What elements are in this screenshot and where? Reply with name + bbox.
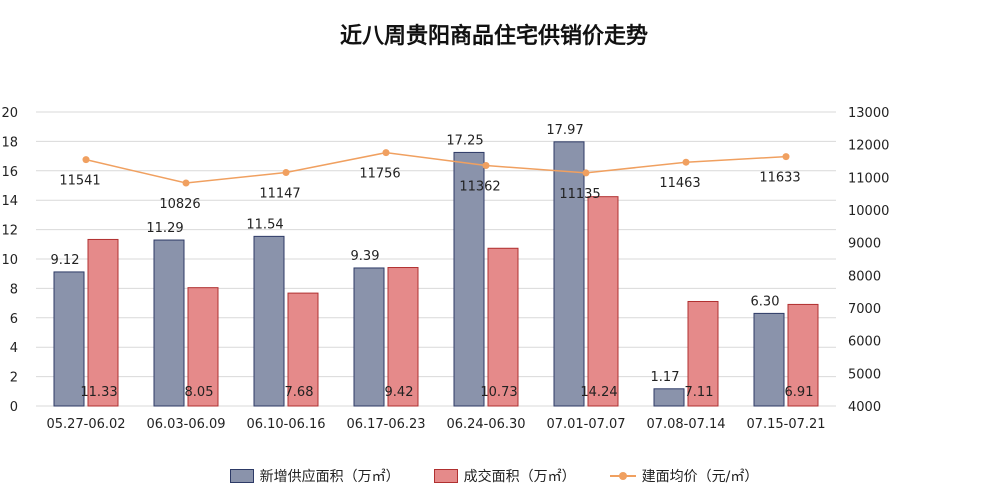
y-left-tick-label: 20 [1,106,18,121]
x-tick-label: 06.10-06.16 [246,417,325,432]
data-label-price: 11147 [259,187,300,202]
bar-supply [253,235,285,407]
legend-label: 新增供应面积（万㎡） [259,469,400,485]
data-label-sales: 14.24 [580,385,617,400]
chart-title: 近八周贵阳商品住宅供销价走势 [339,24,648,49]
bar-sales [687,300,719,407]
y-right-tick-label: 13000 [848,106,889,121]
bar-sales [787,303,819,407]
point-price [82,156,90,164]
bar-sales [187,287,219,407]
data-label-price: 10826 [159,197,200,212]
data-label-price: 11362 [459,180,500,195]
point-price [782,153,790,161]
chart-legend: 新增供应面积（万㎡） 成交面积（万㎡） 建面均价（元/㎡） [0,466,988,486]
y-left-tick-label: 8 [10,282,18,297]
point-price [582,169,590,177]
bar-sales [87,238,119,407]
data-label-supply: 1.17 [651,370,680,385]
data-label-sales: 9.42 [385,385,414,400]
data-label-sales: 6.91 [785,385,814,400]
y-right-tick-label: 7000 [848,302,881,317]
legend-item: 成交面积（万㎡） [433,466,576,486]
y-left-tick-label: 10 [1,253,18,268]
bar-sales [287,292,319,407]
bar-supply [653,388,685,407]
bar-supply [453,151,485,407]
x-tick-label: 06.24-06.30 [446,417,525,432]
point-price [482,162,490,170]
legend-swatch [433,469,458,483]
x-tick-label: 07.15-07.21 [746,417,825,432]
y-left-tick-label: 6 [10,312,18,327]
y-left-tick-label: 2 [10,371,18,386]
bar-supply [553,141,585,407]
data-label-sales: 7.68 [285,385,314,400]
x-tick-label: 07.08-07.14 [646,417,725,432]
data-label-supply: 6.30 [751,294,780,309]
y-right-tick-label: 5000 [848,367,881,382]
legend-item: 建面均价（元/㎡） [609,466,759,486]
data-label-sales: 7.11 [685,385,714,400]
bar-supply [353,267,385,407]
data-label-sales: 10.73 [480,385,517,400]
data-label-price: 11463 [659,176,700,191]
point-price [282,169,290,177]
y-right-tick-label: 6000 [848,335,881,350]
y-right-tick-label: 9000 [848,237,881,252]
bar-sales [587,196,619,407]
data-label-supply: 17.25 [446,133,483,148]
y-left-tick-label: 4 [10,341,18,356]
data-label-supply: 17.97 [546,123,583,138]
line-price [85,151,787,184]
legend-swatch [609,470,636,482]
legend-item: 新增供应面积（万㎡） [229,466,400,486]
point-price [682,158,690,166]
y-left-tick-label: 12 [1,224,18,239]
data-label-sales: 11.33 [80,385,117,400]
y-right-tick-label: 8000 [848,269,881,284]
data-label-supply: 9.12 [51,253,80,268]
x-tick-label: 05.27-06.02 [46,417,125,432]
bar-sales [387,267,419,407]
point-price [182,179,190,187]
y-right-tick-label: 10000 [848,204,889,219]
x-tick-label: 07.01-07.07 [546,417,625,432]
y-left-tick-label: 18 [1,135,18,150]
bar-supply [153,239,185,407]
y-left-tick-label: 16 [1,165,18,180]
legend-label: 建面均价（元/㎡） [641,469,759,485]
data-label-price: 11756 [359,167,400,182]
y-left-tick-label: 14 [1,194,18,209]
y-left-tick-label: 0 [10,400,18,415]
y-right-tick-label: 4000 [848,400,881,415]
data-label-supply: 9.39 [351,249,380,264]
bar-supply [53,271,85,407]
legend-label: 成交面积（万㎡） [463,469,576,485]
legend-swatch [229,469,254,483]
y-right-tick-label: 11000 [848,171,889,186]
data-label-sales: 8.05 [185,385,214,400]
bar-sales [487,247,519,407]
bar-supply [753,312,785,407]
x-tick-label: 06.17-06.23 [346,417,425,432]
data-label-price: 11135 [559,187,600,202]
x-tick-label: 06.03-06.09 [146,417,225,432]
data-label-supply: 11.29 [146,221,183,236]
data-label-price: 11633 [759,171,800,186]
data-label-price: 11541 [59,174,100,189]
point-price [382,149,390,157]
y-right-tick-label: 12000 [848,139,889,154]
data-label-supply: 11.54 [246,217,283,232]
